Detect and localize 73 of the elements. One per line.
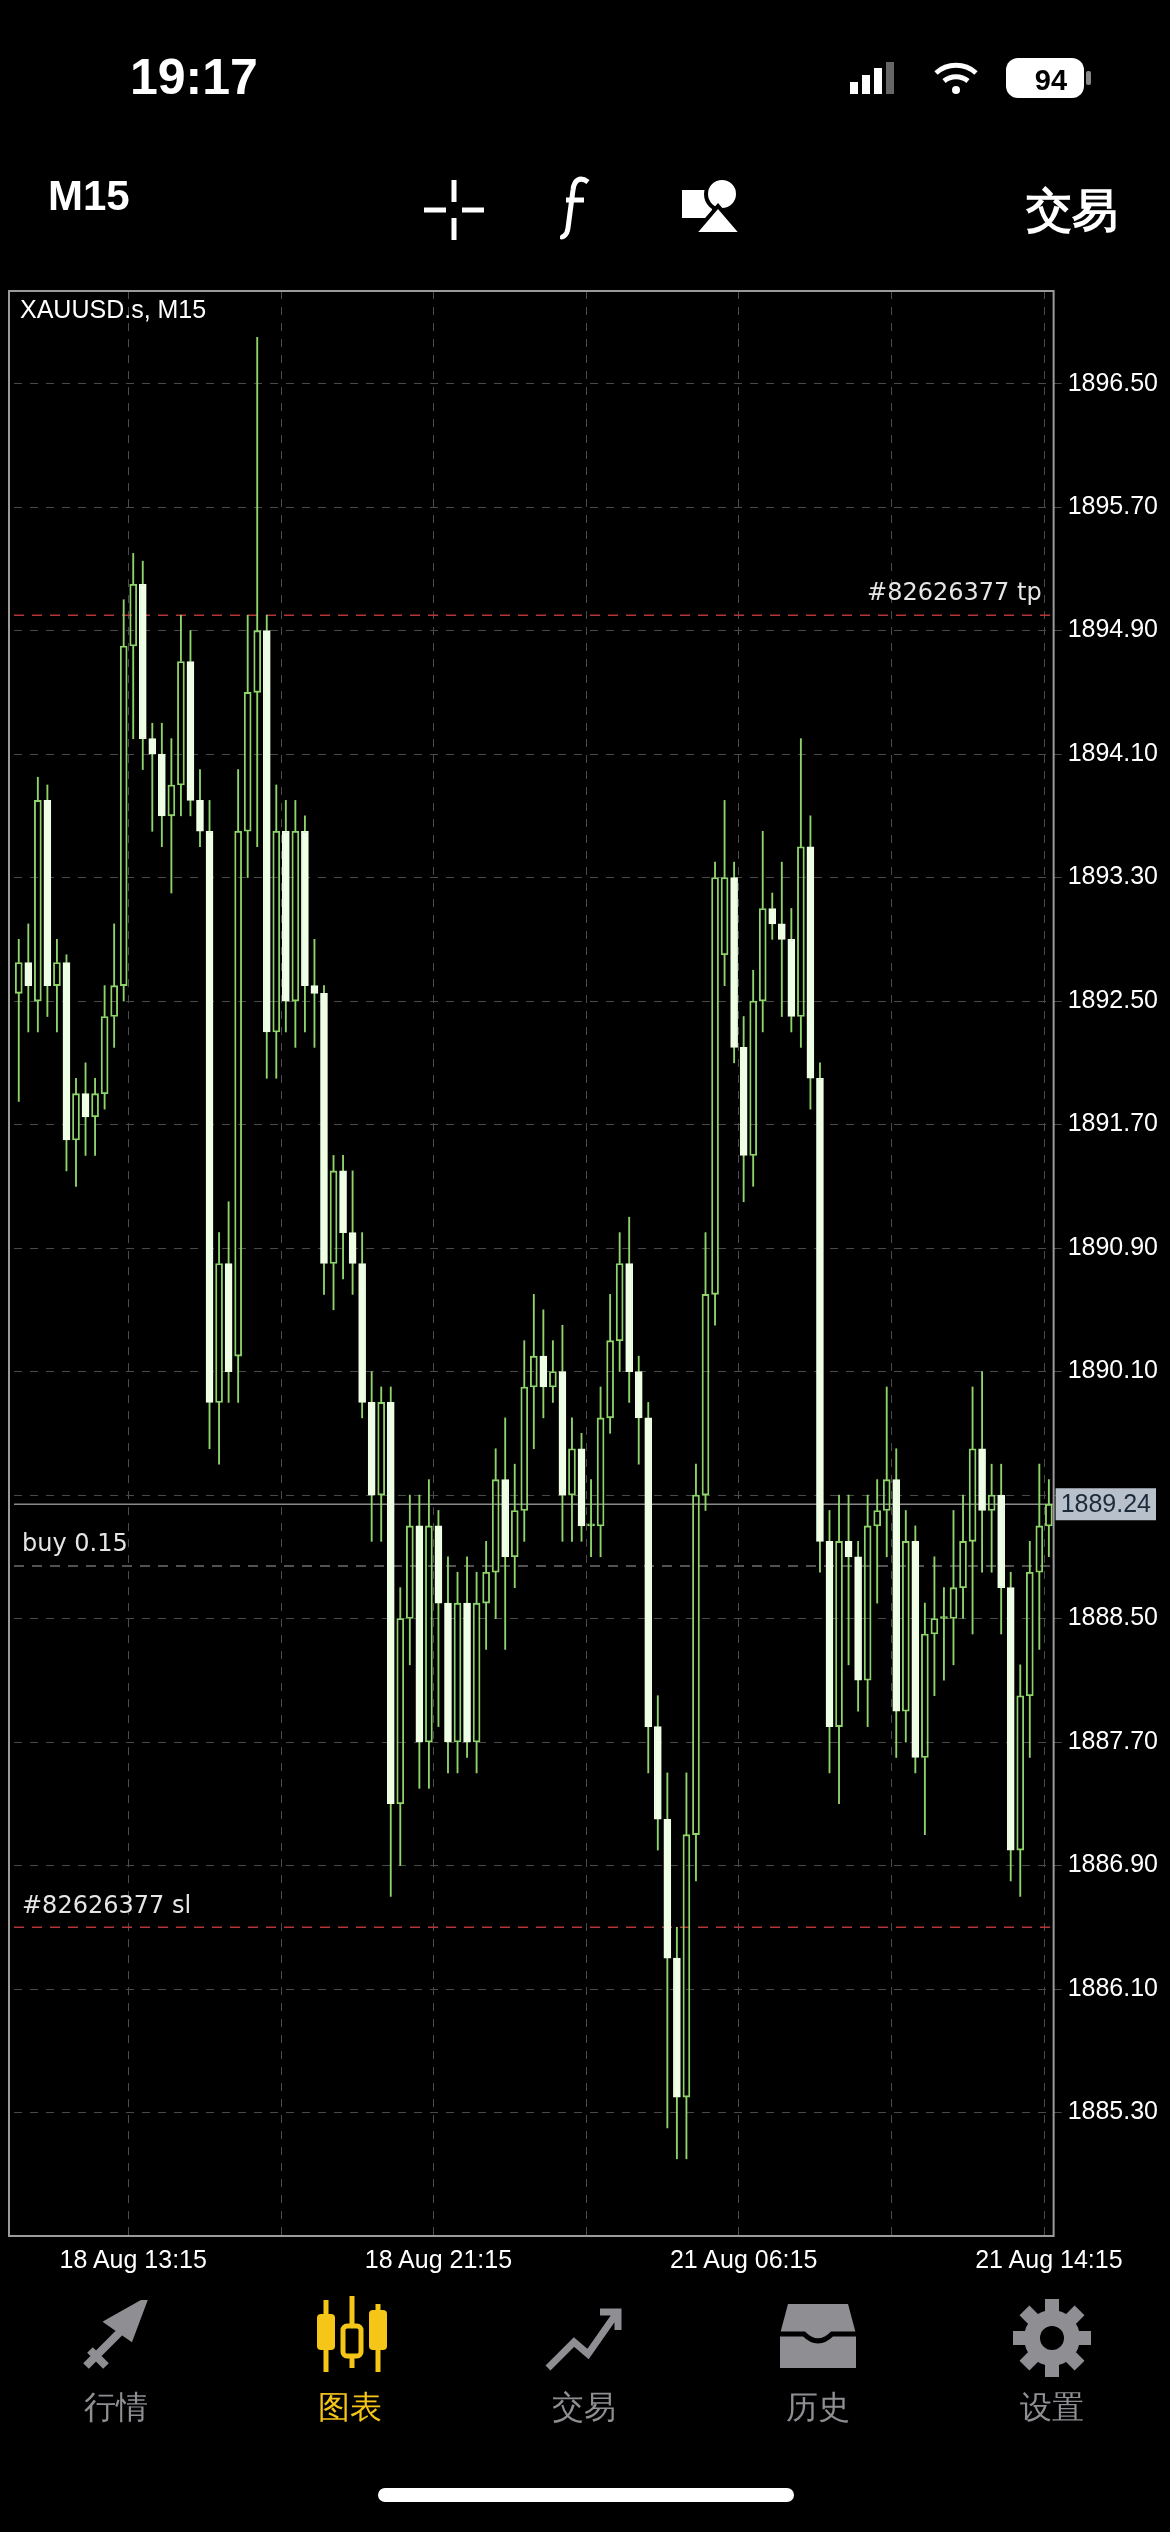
y-tick-label: 1887.70 — [1067, 1725, 1159, 1754]
candlestick — [806, 815, 815, 1110]
candlestick — [415, 1494, 424, 1789]
x-tick-label: 18 Aug 21:15 — [364, 2244, 513, 2273]
candlestick — [367, 1371, 376, 1542]
candlestick — [301, 815, 309, 1033]
y-tick-label: 1892.50 — [1067, 984, 1159, 1013]
candlestick — [892, 1448, 901, 1758]
candlestick — [653, 1695, 662, 1851]
candlestick — [663, 1772, 672, 2129]
candlestick — [262, 614, 271, 1079]
text: 图表 — [318, 2388, 382, 2427]
candlestick — [320, 985, 328, 1295]
candlestick — [138, 560, 147, 770]
candlestick — [625, 1216, 634, 1403]
text: 19:17 — [130, 48, 258, 106]
text: 历史 — [786, 2388, 850, 2427]
candlestick — [539, 1309, 548, 1419]
y-tick-label: 1895.70 — [1067, 491, 1159, 519]
candlestick — [997, 1463, 1005, 1635]
y-tick-label: 1885.30 — [1067, 2096, 1159, 2125]
y-tick-label: 1886.10 — [1067, 1972, 1159, 2001]
x-tick-label: 21 Aug 06:15 — [669, 2244, 818, 2273]
candlestick — [673, 1926, 681, 2160]
text: 交易 — [1026, 183, 1118, 238]
ref-line-label: #82626377 sl — [22, 1890, 192, 1919]
candlestick — [386, 1386, 395, 1897]
text: 行情 — [84, 2388, 148, 2427]
candlestick — [339, 1155, 347, 1280]
text: 交易 — [552, 2388, 616, 2427]
ref-line-label: 1889.24 — [1060, 1489, 1152, 1518]
candlestick — [787, 908, 796, 1033]
candlestick — [1006, 1571, 1015, 1882]
candlestick — [501, 1417, 510, 1650]
candlestick — [463, 1556, 471, 1758]
candlestick — [282, 800, 290, 1033]
candlestick — [43, 784, 52, 1017]
ref-line-label: buy 0.15 — [22, 1529, 128, 1558]
candlestick — [911, 1525, 920, 1774]
y-tick-label: 1886.90 — [1067, 1849, 1159, 1878]
y-tick-label: 1891.70 — [1067, 1108, 1159, 1137]
x-tick-label: 21 Aug 14:15 — [975, 2244, 1123, 2273]
text: 94 — [1033, 64, 1069, 97]
candlestick — [739, 1016, 748, 1203]
candlestick — [444, 1556, 452, 1774]
x-tick-label: 18 Aug 13:15 — [59, 2244, 207, 2273]
candlestick — [196, 769, 204, 848]
candlestick — [358, 1232, 366, 1419]
text: 设置 — [1020, 2388, 1084, 2427]
candlestick — [730, 861, 738, 1064]
chart-title: XAUUSD.s, M15 — [20, 295, 207, 324]
candlestick — [644, 1402, 653, 1774]
candlestick — [978, 1371, 986, 1573]
candlestick — [224, 1201, 233, 1403]
y-tick-label: 1890.10 — [1067, 1355, 1159, 1384]
y-tick-label: 1888.50 — [1067, 1602, 1159, 1631]
y-tick-label: 1896.50 — [1067, 367, 1159, 396]
candlestick — [24, 923, 33, 1033]
y-tick-label: 1894.10 — [1067, 737, 1159, 766]
text: M15 — [48, 172, 130, 220]
candlestick — [854, 1541, 862, 1712]
ref-line-label: #82626377 tp — [867, 578, 1042, 607]
candlestick — [777, 861, 786, 1017]
candlestick — [558, 1324, 567, 1542]
candlestick — [348, 1170, 357, 1295]
candlestick — [816, 1062, 824, 1573]
y-tick-label: 1894.90 — [1067, 614, 1159, 643]
candlestick — [158, 722, 166, 848]
candlestick — [634, 1355, 643, 1465]
y-tick-label: 1893.30 — [1067, 861, 1159, 890]
candlestick — [768, 892, 777, 940]
y-tick-label: 1890.90 — [1067, 1231, 1159, 1260]
candlestick — [148, 722, 157, 832]
